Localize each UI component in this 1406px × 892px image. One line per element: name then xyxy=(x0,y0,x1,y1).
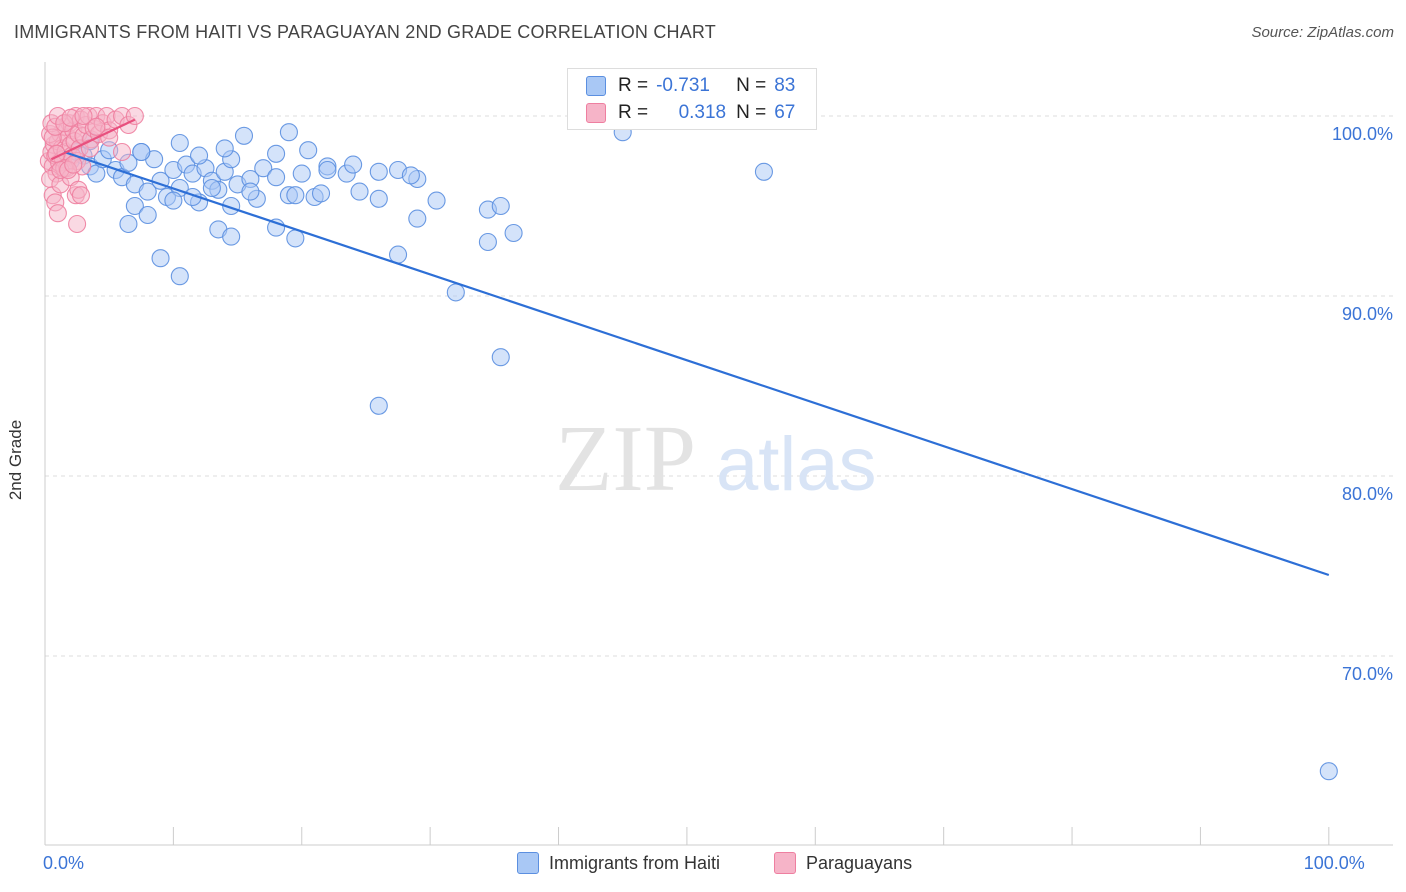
y-tick-label: 100.0% xyxy=(1332,124,1393,144)
y-tick-label: 70.0% xyxy=(1342,664,1393,684)
paraguayan-point xyxy=(112,142,132,162)
haiti-point xyxy=(215,139,234,158)
haiti-point xyxy=(292,164,311,183)
stats-r-value-paraguayans: 0.318 xyxy=(678,102,727,123)
y-tick-label: 90.0% xyxy=(1342,304,1393,324)
haiti-point xyxy=(234,126,254,145)
haiti-point xyxy=(408,209,427,228)
x-tick-label: 100.0% xyxy=(1304,853,1365,873)
haiti-point xyxy=(1319,762,1338,781)
tick-labels: 100.0% 90.0% 80.0% 70.0% 0.0% 100.0% xyxy=(43,124,1393,873)
stats-legend: R = -0.731 N = 83 R = 0.318 N = 67 xyxy=(567,68,817,130)
y-axis-label: 2nd Grade xyxy=(6,419,25,501)
axes xyxy=(44,62,1393,846)
haiti-point xyxy=(190,146,209,165)
trend-lines xyxy=(50,118,1330,577)
haiti-point xyxy=(267,168,286,187)
series-paraguayans-points xyxy=(39,106,144,234)
paraguayan-point xyxy=(48,204,67,223)
haiti-point xyxy=(311,184,331,203)
haiti-point xyxy=(427,191,446,210)
chart-title: IMMIGRANTS FROM HAITI VS PARAGUAYAN 2ND … xyxy=(14,22,717,42)
haiti-point xyxy=(254,159,273,178)
stats-n-value-haiti: 83 xyxy=(774,75,796,96)
haiti-point xyxy=(478,232,497,252)
stats-row-haiti: R = -0.731 N = 83 xyxy=(586,73,795,99)
paraguayan-point xyxy=(87,117,106,136)
legend-swatch-haiti xyxy=(517,852,539,874)
haiti-point xyxy=(164,191,183,210)
haiti-point xyxy=(350,182,369,201)
haiti-point xyxy=(241,182,260,201)
legend-swatch-paraguayans xyxy=(774,852,796,874)
haiti-point xyxy=(754,162,773,181)
watermark-zip: ZIP xyxy=(555,407,696,511)
haiti-point xyxy=(138,205,157,225)
paraguayan-point xyxy=(74,106,93,126)
x-tick-label: 0.0% xyxy=(43,853,84,873)
haiti-point xyxy=(279,123,298,142)
y-tick-label: 80.0% xyxy=(1342,484,1393,504)
haiti-point xyxy=(504,223,523,243)
legend-item-paraguayans[interactable]: Paraguayans xyxy=(774,852,912,874)
stats-r-label: R = xyxy=(618,75,649,96)
stats-r-value-haiti: -0.731 xyxy=(656,75,710,96)
legend-label-haiti: Immigrants from Haiti xyxy=(549,852,721,873)
haiti-point xyxy=(170,267,189,286)
haiti-point xyxy=(132,142,151,162)
legend-label-paraguayans: Paraguayans xyxy=(806,852,913,873)
haiti-point xyxy=(299,141,318,160)
paraguayan-point xyxy=(80,139,99,158)
source-label: Source: ZipAtlas.com xyxy=(1251,24,1394,41)
haiti-point xyxy=(369,396,388,415)
haiti-point xyxy=(491,196,510,216)
haiti-point xyxy=(318,160,337,180)
paraguayan-point xyxy=(68,214,87,234)
haiti-point xyxy=(401,166,420,185)
stats-r-label: R = xyxy=(618,102,649,123)
haiti-point xyxy=(491,348,510,367)
haiti-point xyxy=(369,162,388,181)
haiti-point xyxy=(151,249,170,268)
stats-n-value-paraguayans: 67 xyxy=(774,102,796,123)
watermark: ZIP atlas xyxy=(555,407,877,511)
haiti-point xyxy=(286,229,305,248)
paraguayan-point xyxy=(71,186,90,205)
haiti-trend-line xyxy=(63,150,1330,577)
legend-item-haiti[interactable]: Immigrants from Haiti xyxy=(517,852,720,874)
paraguayan-point xyxy=(125,106,144,126)
haiti-point xyxy=(369,189,388,208)
stats-swatch-paraguayans xyxy=(586,103,606,123)
haiti-point xyxy=(202,178,221,198)
paraguayan-trend-line xyxy=(50,118,136,161)
stats-n-label: N = xyxy=(736,75,767,96)
stats-row-paraguayans: R = 0.318 N = 67 xyxy=(586,100,795,126)
stats-n-label: N = xyxy=(736,102,767,123)
watermark-atlas: atlas xyxy=(716,422,877,507)
stats-swatch-haiti xyxy=(586,76,606,96)
haiti-point xyxy=(267,144,286,163)
haiti-point xyxy=(286,186,305,205)
haiti-point xyxy=(446,283,465,302)
haiti-point xyxy=(138,182,157,201)
haiti-point xyxy=(170,133,189,153)
haiti-point xyxy=(222,227,241,246)
series-haiti-points xyxy=(61,106,1338,781)
paraguayan-point xyxy=(64,155,83,174)
haiti-point xyxy=(125,196,144,216)
haiti-point xyxy=(119,214,138,234)
haiti-point xyxy=(344,155,363,174)
